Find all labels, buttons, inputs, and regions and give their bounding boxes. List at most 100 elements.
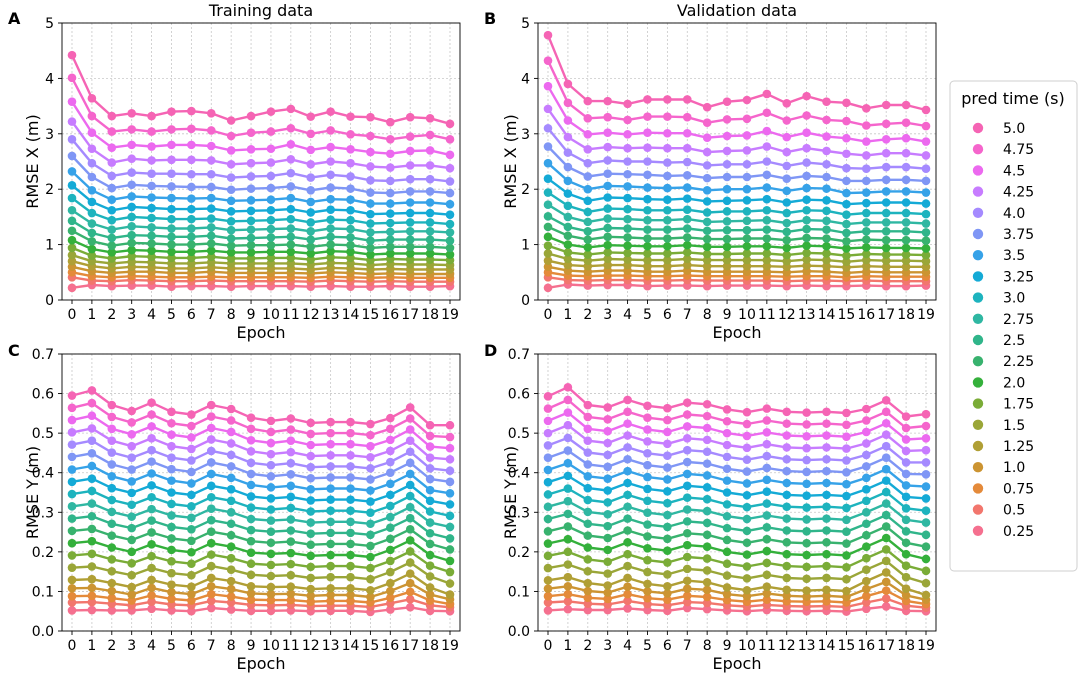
panel-d: 0 1 2 3 4 5 6 7 8 9 10 11 12 13 14 15 16 17 18 190.00.10.20… xyxy=(484,341,937,673)
data-point xyxy=(346,215,355,225)
data-point xyxy=(67,151,77,161)
data-point xyxy=(722,464,732,474)
data-point xyxy=(682,591,692,601)
data-point xyxy=(306,145,316,155)
data-point xyxy=(901,572,911,582)
data-point xyxy=(543,212,553,221)
data-point xyxy=(881,262,891,272)
data-point xyxy=(326,561,335,571)
data-point xyxy=(405,480,415,490)
data-point xyxy=(405,569,415,578)
data-point xyxy=(663,403,672,413)
data-point xyxy=(762,487,772,497)
data-point xyxy=(167,107,176,116)
data-point xyxy=(643,261,652,271)
legend-marker xyxy=(972,122,984,134)
data-point xyxy=(67,205,77,215)
data-point xyxy=(127,590,136,599)
data-point xyxy=(246,581,256,591)
data-point xyxy=(563,446,573,455)
data-point xyxy=(147,213,156,223)
data-point xyxy=(722,207,732,216)
data-point xyxy=(147,481,156,490)
data-point xyxy=(543,283,553,293)
x-tick-label: 12 xyxy=(302,307,320,323)
data-point xyxy=(167,606,176,615)
data-point xyxy=(682,505,692,514)
legend-label: 1.5 xyxy=(1003,418,1025,434)
data-point xyxy=(67,391,77,400)
data-point xyxy=(246,492,256,501)
data-point xyxy=(246,145,256,154)
data-point xyxy=(366,464,375,473)
data-point xyxy=(246,424,256,434)
data-point xyxy=(67,243,77,253)
data-point xyxy=(603,498,612,507)
data-point xyxy=(663,487,672,496)
data-point xyxy=(543,598,553,607)
data-point xyxy=(742,195,752,205)
data-point xyxy=(326,246,335,256)
data-point xyxy=(682,157,692,167)
data-point xyxy=(167,580,176,590)
data-point xyxy=(445,477,455,487)
data-point xyxy=(742,225,752,235)
data-point xyxy=(246,240,256,250)
data-point xyxy=(127,596,136,605)
data-point xyxy=(563,395,573,405)
data-point xyxy=(306,507,316,516)
data-point xyxy=(881,100,891,110)
data-point xyxy=(167,125,176,134)
data-point xyxy=(246,413,256,423)
data-point xyxy=(246,254,256,263)
data-point xyxy=(842,503,851,513)
data-point xyxy=(87,562,97,571)
data-point xyxy=(147,398,156,407)
y-tick-label: 0.6 xyxy=(32,387,54,403)
data-point xyxy=(366,530,375,540)
legend-label: 3.0 xyxy=(1003,291,1025,307)
data-point xyxy=(543,502,553,512)
data-point xyxy=(107,555,117,564)
data-point xyxy=(226,173,236,182)
data-point xyxy=(822,184,831,193)
data-point xyxy=(445,135,455,144)
data-point xyxy=(563,534,573,544)
y-tick-label: 0.0 xyxy=(32,624,54,640)
data-point xyxy=(246,570,256,580)
data-point xyxy=(643,183,652,192)
data-point xyxy=(366,209,375,219)
data-point xyxy=(445,228,455,237)
data-point xyxy=(87,591,97,601)
data-point xyxy=(722,547,732,557)
data-point xyxy=(147,469,156,478)
data-point xyxy=(762,558,772,568)
data-point xyxy=(862,565,871,574)
data-point xyxy=(603,254,612,264)
data-point xyxy=(226,473,236,483)
data-point xyxy=(722,452,732,462)
data-point xyxy=(286,595,296,605)
data-point xyxy=(445,199,455,209)
data-point xyxy=(643,170,652,180)
data-point xyxy=(901,133,911,143)
legend-marker xyxy=(972,462,984,473)
data-point xyxy=(682,95,692,104)
data-point xyxy=(107,436,117,445)
data-point xyxy=(147,422,156,431)
y-axis-label: RMSE Y (m) xyxy=(501,446,520,539)
data-point xyxy=(603,426,612,436)
data-point xyxy=(682,398,692,407)
x-tick-label: 9 xyxy=(247,638,256,654)
data-point xyxy=(901,235,911,245)
data-point xyxy=(425,539,435,549)
data-point xyxy=(366,243,375,253)
data-point xyxy=(921,458,931,467)
data-point xyxy=(326,517,335,527)
data-point xyxy=(87,411,97,421)
x-tick-label: 15 xyxy=(362,638,380,654)
data-point xyxy=(167,155,176,165)
data-point xyxy=(425,590,435,599)
data-point xyxy=(266,247,276,257)
data-point xyxy=(286,515,296,524)
